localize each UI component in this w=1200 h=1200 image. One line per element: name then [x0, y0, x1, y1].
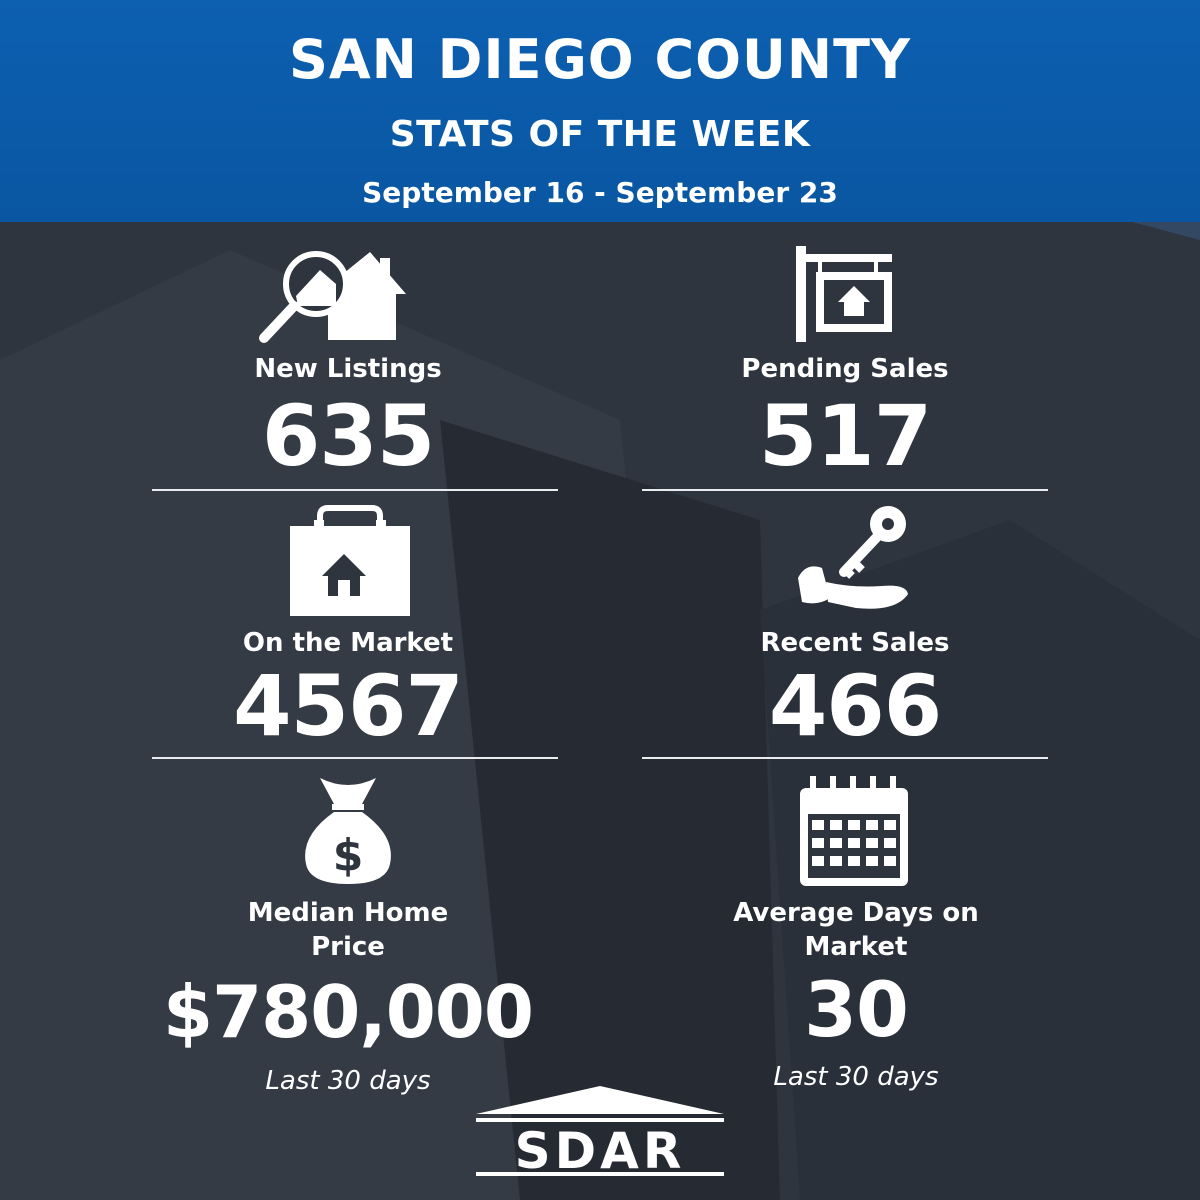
hand-key-icon — [798, 506, 908, 609]
stat-value: $780,000 — [162, 970, 534, 1054]
stat-recent-sales: Recent Sales 466 — [655, 626, 1055, 748]
stat-label-line1: Average Days on — [733, 898, 979, 928]
divider — [152, 757, 558, 759]
divider — [642, 489, 1048, 491]
divider — [642, 757, 1048, 759]
money-bag-icon: $ — [305, 778, 391, 884]
stat-value: 30 — [804, 965, 909, 1054]
stat-label: New Listings — [254, 354, 442, 384]
calendar-icon — [800, 776, 908, 886]
stat-new-listings: New Listings 635 — [148, 352, 548, 478]
stat-value: 635 — [261, 387, 435, 485]
svg-text:$: $ — [333, 830, 364, 881]
stat-label-line2: Price — [311, 932, 385, 962]
page-title: SAN DIEGO COUNTY — [288, 28, 912, 91]
stat-value: 4567 — [233, 657, 464, 755]
stat-label: Pending Sales — [741, 354, 949, 384]
house-search-icon — [259, 251, 406, 343]
stat-note: Last 30 days — [773, 1062, 939, 1092]
stat-value: 466 — [768, 657, 942, 755]
sdar-logo: SDAR — [476, 1086, 724, 1180]
stat-label-line2: Market — [804, 932, 908, 962]
stat-median-home-price: Median Home Price $780,000 Last 30 days — [100, 896, 596, 1096]
hanging-sign-icon — [796, 246, 892, 342]
stat-pending-sales: Pending Sales 517 — [645, 352, 1045, 478]
header-banner: SAN DIEGO COUNTY STATS OF THE WEEK Septe… — [0, 0, 1200, 222]
stat-label: Recent Sales — [760, 628, 950, 658]
stat-value: 517 — [758, 387, 932, 485]
stat-label: On the Market — [242, 628, 454, 658]
date-range: September 16 - September 23 — [362, 176, 838, 209]
page-subtitle: STATS OF THE WEEK — [389, 114, 811, 155]
svg-text:SDAR: SDAR — [515, 1122, 686, 1180]
stat-on-the-market: On the Market 4567 — [148, 626, 548, 748]
stat-average-days-on-market: Average Days on Market 30 Last 30 days — [656, 896, 1056, 1092]
stat-note: Last 30 days — [265, 1066, 431, 1096]
shopping-bag-house-icon — [290, 505, 410, 616]
divider — [152, 489, 558, 491]
stat-label-line1: Median Home — [247, 898, 449, 928]
